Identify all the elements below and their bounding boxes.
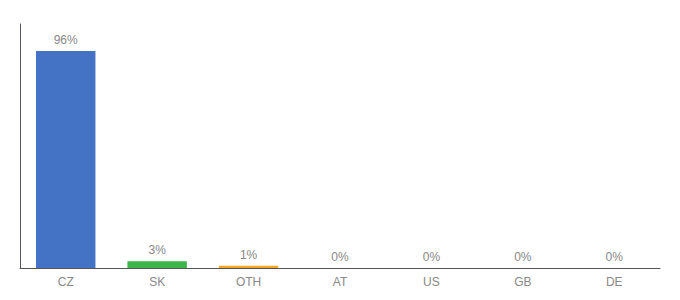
svg-text:3%: 3% [148, 243, 166, 257]
svg-text:1%: 1% [240, 248, 258, 262]
svg-text:CZ: CZ [58, 275, 74, 289]
svg-text:0%: 0% [331, 250, 349, 264]
svg-text:SK: SK [149, 275, 165, 289]
svg-text:US: US [423, 275, 440, 289]
svg-text:GB: GB [514, 275, 531, 289]
svg-text:0%: 0% [423, 250, 441, 264]
svg-text:DE: DE [606, 275, 623, 289]
svg-text:0%: 0% [514, 250, 532, 264]
svg-text:0%: 0% [606, 250, 624, 264]
svg-text:96%: 96% [54, 33, 78, 47]
svg-text:OTH: OTH [236, 275, 261, 289]
svg-text:AT: AT [333, 275, 348, 289]
